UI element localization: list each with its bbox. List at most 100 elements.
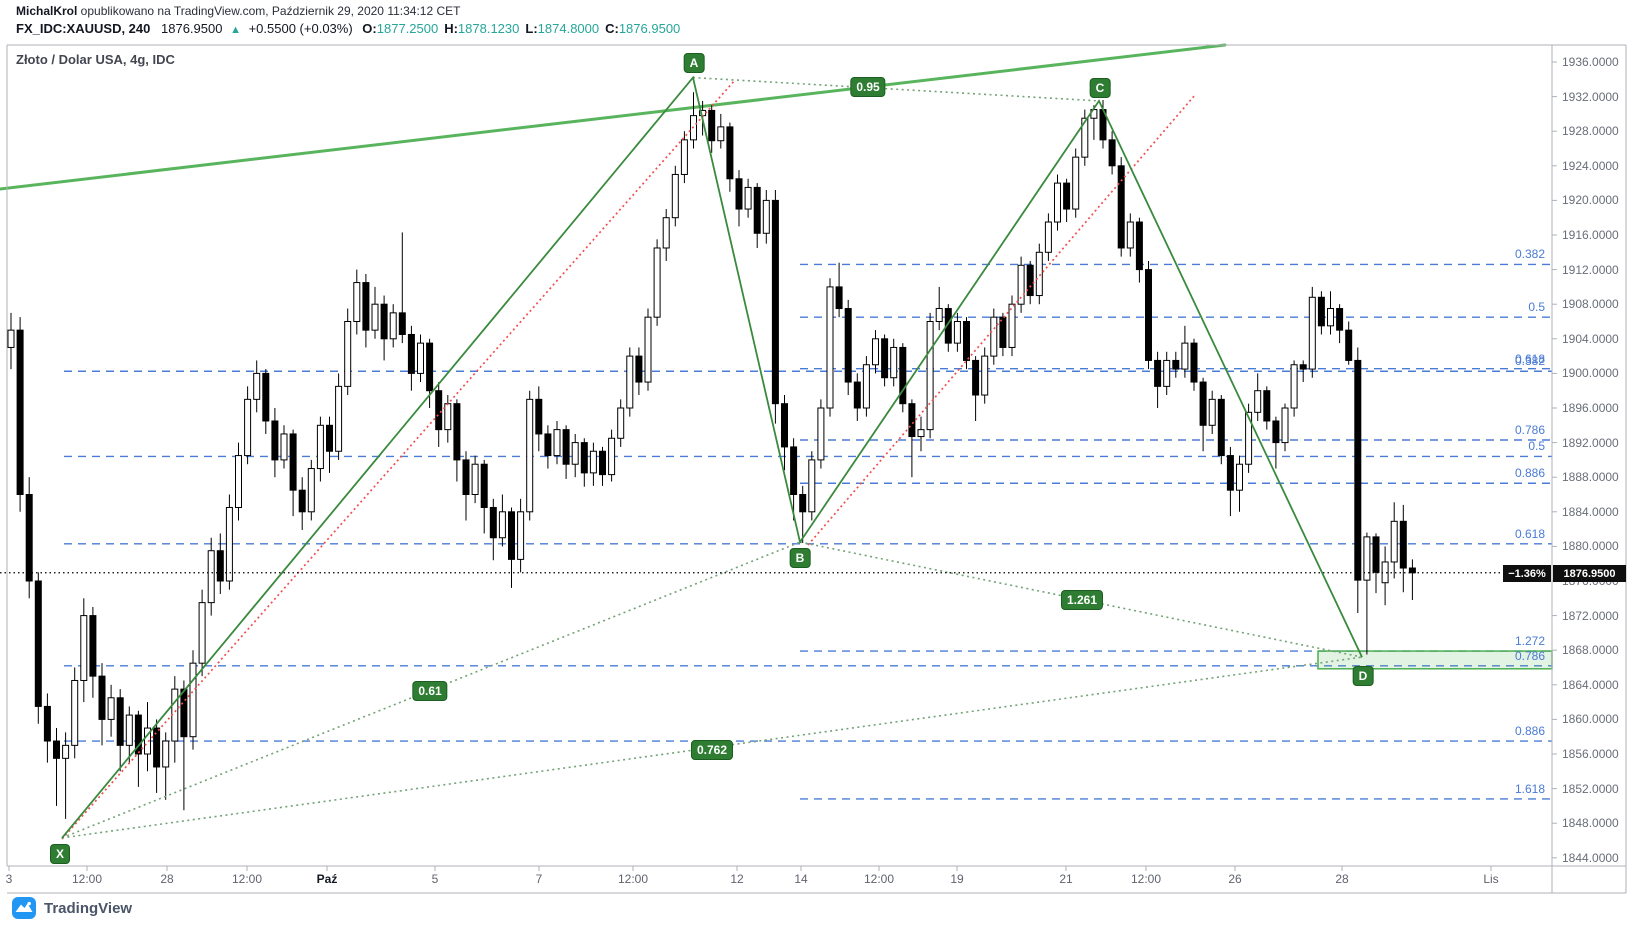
candle-body	[98, 675, 106, 720]
candle-body	[1327, 308, 1334, 327]
price-tick-label: 1864.0000	[1562, 677, 1619, 692]
candle-body	[571, 442, 579, 465]
candle-body	[353, 282, 361, 323]
time-tick-label: 12:00	[231, 872, 263, 886]
candle-body	[881, 338, 889, 379]
candle-body	[862, 364, 870, 409]
candle-body	[771, 199, 779, 405]
candle-body	[1336, 308, 1344, 331]
candle-body	[917, 429, 925, 438]
candle-body	[990, 316, 998, 357]
pattern-badge-0.95[interactable]: 0.95	[850, 77, 886, 97]
fib-level-label: 1.618	[1514, 781, 1545, 796]
time-tick-label: 3	[5, 872, 13, 886]
candle-body	[462, 459, 470, 495]
candle-body	[1390, 520, 1398, 563]
pattern-badge-0.61[interactable]: 0.61	[412, 681, 448, 701]
pattern-badge-d[interactable]: D	[1352, 666, 1374, 686]
candle-body	[34, 580, 42, 707]
price-tick-label: 1932.0000	[1562, 89, 1619, 104]
price-tick-label: 1896.0000	[1562, 401, 1619, 415]
pattern-badge-0.762[interactable]: 0.762	[690, 740, 734, 760]
ohlc-values: O:1877.2500 H:1878.1230 L:1874.8000 C:1876.…	[356, 21, 680, 36]
candle-body	[1163, 359, 1171, 387]
ohlc-value: 1874.8000	[537, 21, 600, 36]
candle-body	[1263, 390, 1271, 422]
price-tick-label: 1844.0000	[1562, 850, 1619, 865]
candle-body	[80, 615, 88, 681]
candle-body	[134, 714, 142, 755]
candle-body	[280, 433, 288, 461]
candle-body	[753, 186, 761, 234]
fib-trend-ray	[807, 94, 1196, 546]
candle-body	[835, 286, 843, 310]
candle-body	[316, 424, 324, 470]
candle-body	[526, 398, 534, 513]
time-tick-label: 7	[535, 872, 543, 886]
candle-body	[799, 494, 807, 513]
fib-level-label: 0.5	[1528, 300, 1545, 315]
price-tick-label: 1924.0000	[1562, 158, 1619, 173]
candle-body	[1372, 536, 1380, 573]
price-tick-label: 1928.0000	[1562, 124, 1619, 139]
candle-body	[62, 744, 70, 759]
candle-body	[717, 126, 725, 142]
candle-body	[489, 506, 497, 539]
candle-body	[244, 398, 252, 457]
ohlc-key: L:	[525, 21, 538, 36]
candle-body	[1299, 364, 1307, 370]
candle-body	[25, 494, 33, 582]
candle-body	[1172, 359, 1180, 370]
candle-body	[289, 433, 297, 491]
price-tick-label: 1868.0000	[1562, 643, 1619, 658]
candle-body	[808, 459, 816, 513]
fib-level-label: 0.886	[1514, 724, 1545, 739]
candle-body	[1217, 398, 1225, 457]
fib-level-label: 0.886	[1514, 466, 1545, 481]
author-name: MichalKrol	[16, 4, 78, 18]
price-tick-label: 1900.0000	[1562, 366, 1619, 381]
candle-body	[1199, 381, 1207, 426]
candle-body	[1245, 411, 1253, 465]
tradingview-logo[interactable]: TradingView	[12, 896, 132, 920]
candle-body	[926, 321, 934, 431]
pattern-badge-c[interactable]: C	[1089, 78, 1111, 98]
candle-body	[207, 550, 215, 604]
candle-body	[662, 217, 670, 249]
pattern-badge-1.261[interactable]: 1.261	[1060, 590, 1104, 610]
price-tick-label: 1908.0000	[1562, 297, 1619, 312]
candle-body	[216, 550, 224, 582]
time-tick-label: 12:00	[1130, 872, 1162, 886]
candle-body	[517, 511, 525, 560]
candle-body	[826, 286, 834, 409]
candle-body	[1281, 407, 1289, 444]
candle-body	[498, 511, 506, 539]
price-tick-label: 1848.0000	[1562, 816, 1619, 831]
tradingview-logo-text: TradingView	[44, 899, 133, 917]
candle-body	[471, 463, 479, 496]
candle-body	[335, 385, 343, 452]
candle-body	[635, 355, 643, 383]
chart-legend-title[interactable]: Złoto / Dolar USA, 4g, IDC	[16, 52, 175, 67]
pattern-badge-x[interactable]: X	[49, 844, 71, 864]
up-arrow-icon: ▲	[230, 24, 241, 36]
ohlc-value: 1878.1230	[457, 21, 520, 36]
candle-body	[189, 662, 197, 738]
candle-body	[1081, 117, 1089, 158]
ohlc-value: 1877.2500	[376, 21, 439, 36]
candle-body	[963, 321, 970, 361]
pattern-badge-b[interactable]: B	[789, 548, 811, 568]
candle-body	[872, 338, 879, 366]
time-tick-label: 21	[1059, 872, 1073, 886]
candle-body	[417, 342, 424, 374]
candle-body	[1017, 264, 1025, 305]
candle-body	[1044, 221, 1052, 253]
candle-body	[1272, 420, 1280, 444]
candle-body	[644, 316, 652, 383]
candle-body	[935, 308, 943, 322]
candle-body	[908, 403, 916, 438]
candle-body	[1354, 359, 1362, 581]
pattern-badge-a[interactable]: A	[683, 53, 705, 73]
ohlc-key: C:	[605, 21, 619, 36]
